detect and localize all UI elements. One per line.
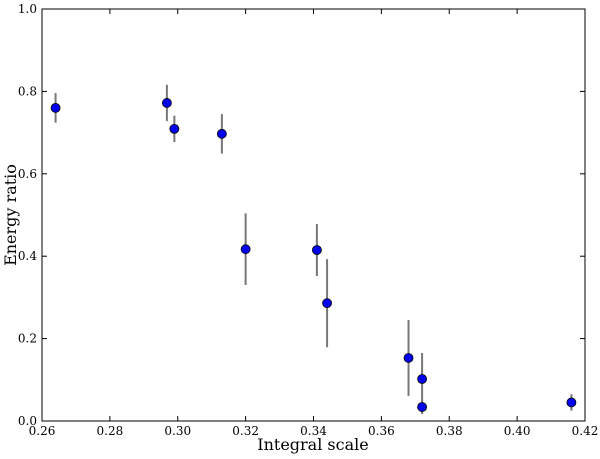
x-tick-label: 0.30 (164, 424, 191, 438)
point (161, 98, 172, 108)
y-tick-label: 0.8 (18, 84, 37, 98)
plot-frame (41, 8, 586, 422)
point (311, 245, 322, 255)
point (403, 353, 414, 363)
x-tick-label: 0.34 (300, 424, 327, 438)
point (417, 374, 428, 384)
x-tick-label: 0.28 (97, 424, 124, 438)
y-axis-label: Energy ratio (1, 164, 20, 266)
y-tick-label: 0.4 (18, 249, 37, 263)
point (169, 123, 180, 134)
point (566, 397, 577, 408)
y-tick-label: 1.0 (18, 2, 37, 16)
x-tick-label: 0.32 (232, 424, 259, 438)
point (216, 128, 227, 139)
x-tick-label: 0.38 (436, 424, 463, 438)
y-tick-label: 0.2 (18, 332, 37, 346)
point (50, 102, 61, 113)
point (322, 298, 332, 309)
x-tick-label: 0.42 (572, 424, 599, 438)
point (240, 244, 251, 255)
point (417, 402, 428, 412)
x-tick-label: 0.26 (29, 424, 56, 438)
y-tick-label: 0.6 (18, 167, 37, 181)
x-axis-label: Integral scale (257, 435, 368, 454)
y-tick-label: 0.0 (18, 414, 37, 428)
x-tick-label: 0.36 (368, 424, 395, 438)
x-tick-label: 0.40 (504, 424, 531, 438)
